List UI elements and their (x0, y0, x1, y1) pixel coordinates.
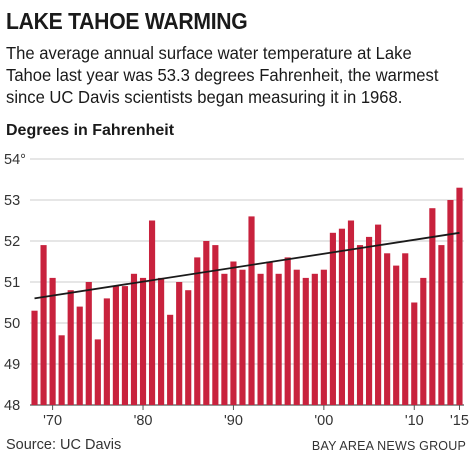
y-axis-label: Degrees in Fahrenheit (6, 122, 175, 139)
bar (185, 290, 192, 405)
bar (221, 273, 228, 405)
bar (194, 257, 201, 405)
bar (329, 232, 336, 405)
y-tick-label: 53 (4, 193, 20, 209)
bar (148, 220, 156, 405)
bar (121, 286, 129, 405)
x-tick-label: '10 (405, 413, 424, 429)
bar (402, 253, 409, 405)
bar (375, 224, 382, 405)
x-tick-label: '15 (450, 413, 469, 429)
chart-subtitle: The average annual surface water tempera… (6, 43, 439, 107)
bar (167, 314, 174, 405)
x-tick-labels: '70 '80 '90 '00 '10 '15 (43, 405, 469, 429)
bar (49, 277, 56, 405)
trend-line-group (34, 231, 460, 300)
bar (275, 273, 282, 405)
x-tick-label: '70 (43, 413, 62, 429)
bar (139, 277, 147, 405)
bar (356, 245, 364, 405)
y-tick-label: 49 (4, 357, 20, 373)
bar (130, 273, 138, 405)
bar (365, 236, 373, 405)
bar (203, 241, 210, 405)
y-tick-label: 51 (4, 275, 20, 291)
bar (393, 265, 400, 405)
bar (420, 277, 427, 405)
x-tick-label: '00 (314, 413, 333, 429)
bar (284, 257, 291, 405)
trend-line (34, 231, 460, 300)
bar (40, 245, 47, 405)
y-tick-labels: 48 49 50 51 52 53 54° (4, 152, 26, 414)
bar (230, 261, 237, 405)
y-tick-label: 48 (4, 398, 20, 414)
y-tick-label: 52 (4, 234, 20, 250)
bar (248, 216, 255, 405)
bar (94, 339, 101, 405)
bar (112, 286, 119, 405)
bar (31, 310, 38, 405)
bar (58, 335, 65, 405)
chart-title: LAKE TAHOE WARMING (6, 8, 248, 34)
bar (429, 208, 436, 405)
x-tick-label: '80 (134, 413, 153, 429)
bar (293, 269, 300, 405)
gridlines (30, 158, 464, 406)
bar (266, 261, 273, 405)
bar (347, 220, 355, 405)
bar (67, 290, 74, 405)
bar (239, 269, 246, 405)
x-tick-label: '90 (224, 413, 243, 429)
bar (338, 228, 346, 405)
bar (411, 302, 418, 405)
bar (76, 306, 83, 405)
bar (176, 282, 183, 405)
bar (456, 187, 463, 405)
bar (257, 273, 264, 405)
source-note: Source: UC Davis (6, 437, 122, 453)
bar (311, 273, 318, 405)
bar (212, 245, 219, 405)
bar (302, 277, 309, 405)
y-tick-label: 50 (4, 316, 20, 332)
bar (320, 269, 327, 405)
bar (103, 298, 110, 405)
y-tick-label: 54° (4, 152, 26, 168)
bar (384, 253, 391, 405)
bar (447, 200, 454, 405)
bars (31, 187, 463, 405)
bar (438, 245, 445, 405)
publisher-credit: BAY AREA NEWS GROUP (311, 439, 466, 453)
bar (85, 282, 92, 405)
bar (158, 277, 165, 405)
